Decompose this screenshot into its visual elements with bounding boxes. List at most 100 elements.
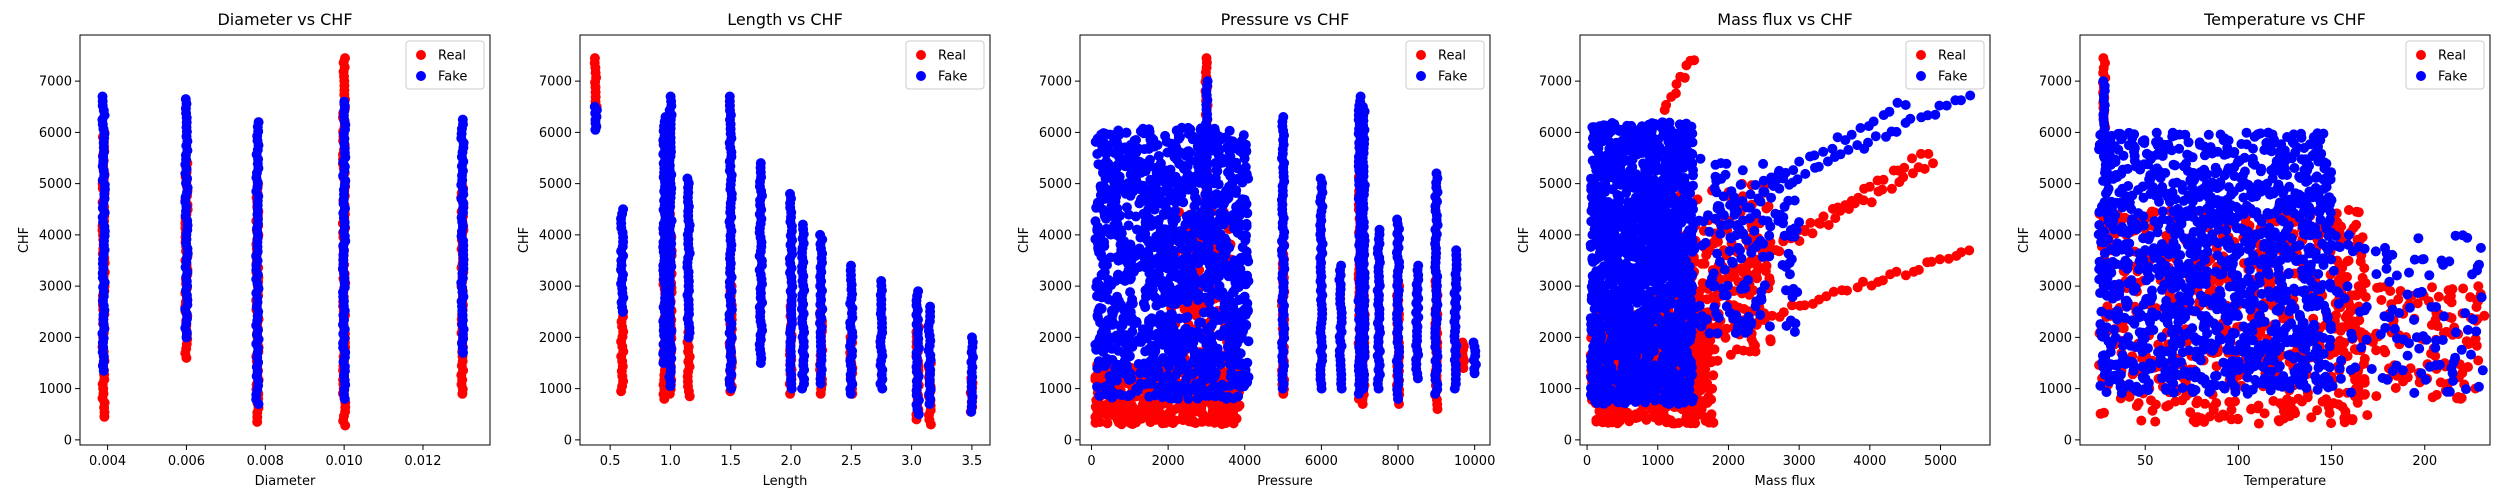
subplot-4: 0 1000 2000 3000 4000 50000100020003000400050… xyxy=(1517,10,1991,489)
axes-frame xyxy=(1079,34,1491,446)
data-point xyxy=(1186,237,1197,248)
data-point xyxy=(1188,254,1199,265)
data-point xyxy=(1195,124,1206,135)
data-point xyxy=(1144,126,1155,137)
x-tick-label: 0.008 xyxy=(247,454,284,469)
data-point xyxy=(1175,335,1185,346)
data-point xyxy=(1197,384,1208,395)
data-point xyxy=(1143,246,1154,257)
data-point xyxy=(1919,163,1930,174)
data-point xyxy=(1235,264,1246,275)
data-point xyxy=(1658,411,1669,422)
data-point xyxy=(1842,285,1852,296)
data-point xyxy=(1197,148,1208,158)
data-point xyxy=(1173,181,1184,191)
data-point xyxy=(876,276,887,286)
y-tick-label: 2000 xyxy=(39,331,72,346)
data-point xyxy=(1431,168,1442,179)
data-point xyxy=(1152,140,1163,150)
data-point xyxy=(1110,276,1121,287)
y-tick-label: 7000 xyxy=(1039,75,1072,90)
data-point xyxy=(1207,274,1218,285)
data-point xyxy=(1130,211,1141,222)
data-point xyxy=(180,94,191,105)
x-tick-label: 0.010 xyxy=(326,454,363,469)
data-point xyxy=(1173,133,1184,144)
data-point xyxy=(1130,416,1141,427)
data-point xyxy=(1238,173,1249,184)
y-tick-label: 6000 xyxy=(539,126,572,141)
y-tick-label: 4000 xyxy=(539,228,572,243)
data-point xyxy=(1090,234,1101,245)
data-point xyxy=(1830,213,1841,224)
y-tick-label: 4000 xyxy=(39,228,72,243)
data-point xyxy=(1174,125,1185,136)
data-point xyxy=(1209,307,1220,317)
data-point xyxy=(1236,294,1247,304)
data-point xyxy=(1877,184,1888,195)
data-point xyxy=(1203,414,1214,424)
data-point xyxy=(1125,342,1135,353)
data-point xyxy=(1738,345,1749,356)
data-point xyxy=(1108,389,1119,400)
data-point xyxy=(1699,258,1710,269)
data-point xyxy=(1184,125,1195,136)
data-point xyxy=(1100,173,1111,184)
data-point xyxy=(1224,125,1235,136)
data-point xyxy=(1228,136,1239,147)
data-point xyxy=(1278,112,1289,122)
data-point xyxy=(1202,210,1213,221)
data-point xyxy=(1098,137,1109,148)
data-point xyxy=(1878,174,1889,185)
data-point xyxy=(1124,314,1135,325)
data-point xyxy=(1203,359,1214,370)
data-point xyxy=(1092,381,1102,392)
data-point xyxy=(797,219,808,230)
data-point xyxy=(1818,211,1829,222)
data-point xyxy=(1215,242,1226,252)
data-point xyxy=(1159,229,1170,240)
data-point xyxy=(1413,260,1424,271)
legend-label-real: Real xyxy=(1438,49,1466,64)
data-point xyxy=(1778,307,1789,318)
data-point xyxy=(1641,414,1652,425)
x-tick-label: 2.0 xyxy=(781,454,802,469)
data-point xyxy=(1216,391,1227,402)
data-point xyxy=(1770,245,1781,256)
data-point xyxy=(1200,198,1211,209)
data-point xyxy=(1198,225,1209,235)
data-point xyxy=(1112,295,1123,306)
data-point xyxy=(1200,374,1211,385)
data-point xyxy=(1145,154,1155,165)
data-point xyxy=(1200,335,1211,346)
data-points xyxy=(97,53,469,431)
data-point xyxy=(1177,254,1188,265)
y-tick-label: 2000 xyxy=(1039,331,1072,346)
data-point xyxy=(1964,245,1975,256)
data-point xyxy=(1159,209,1170,220)
data-point xyxy=(1123,220,1134,231)
data-point xyxy=(1186,369,1197,380)
data-point xyxy=(1799,224,1810,235)
data-point xyxy=(1093,356,1104,367)
data-point xyxy=(1135,378,1146,389)
data-point xyxy=(1196,408,1207,419)
data-point xyxy=(1610,411,1621,422)
data-point xyxy=(1107,306,1118,317)
data-point xyxy=(1138,180,1149,191)
data-point xyxy=(1133,359,1144,369)
data-point xyxy=(1163,409,1174,419)
data-point xyxy=(1694,331,1705,342)
data-point xyxy=(1237,242,1248,253)
y-tick-label: 4000 xyxy=(1039,228,1072,243)
data-point xyxy=(1213,354,1224,365)
data-point xyxy=(1181,312,1192,323)
y-tick-label: 5000 xyxy=(539,177,572,192)
data-point xyxy=(1627,410,1638,421)
data-point xyxy=(1094,303,1105,313)
data-points xyxy=(589,53,978,430)
data-point xyxy=(589,53,600,64)
data-point xyxy=(1180,150,1191,161)
data-point xyxy=(1725,349,1736,360)
